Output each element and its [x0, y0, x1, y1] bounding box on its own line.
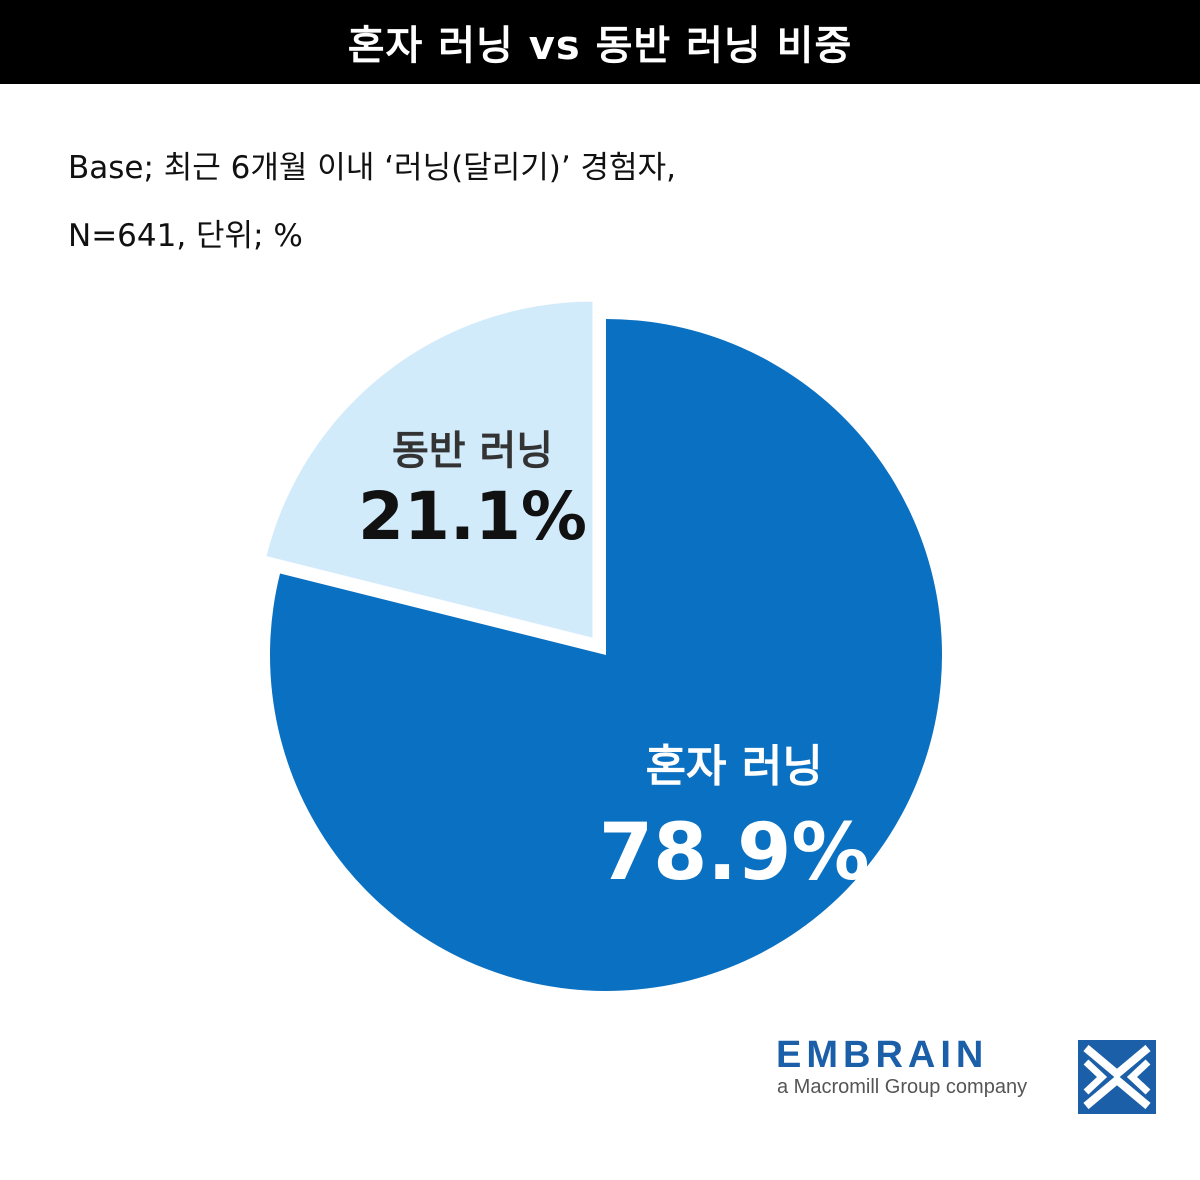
sample-size-note: N=641, 단위; % — [68, 218, 303, 254]
embrain-logo-wordmark: EMBRAIN — [776, 1034, 989, 1076]
slice-name-label-2: 혼자 러닝 — [646, 741, 823, 792]
title-bar: 혼자 러닝 vs 동반 러닝 비중 — [0, 0, 1200, 84]
base-note: Base; 최근 6개월 이내 ‘러닝(달리기)’ 경험자, — [68, 150, 676, 186]
slice-name-label-1: 동반 러닝 — [392, 428, 553, 474]
slice-value-label-1: 21.1% — [358, 478, 587, 555]
pie-slice-2 — [270, 319, 943, 991]
pie-slice-1 — [266, 301, 593, 638]
slice-value-label-2: 78.9% — [599, 808, 870, 898]
embrain-logo-tagline: a Macromill Group company — [777, 1076, 1028, 1098]
page-title: 혼자 러닝 vs 동반 러닝 비중 — [347, 23, 853, 69]
embrain-mark-icon — [1078, 1040, 1156, 1114]
